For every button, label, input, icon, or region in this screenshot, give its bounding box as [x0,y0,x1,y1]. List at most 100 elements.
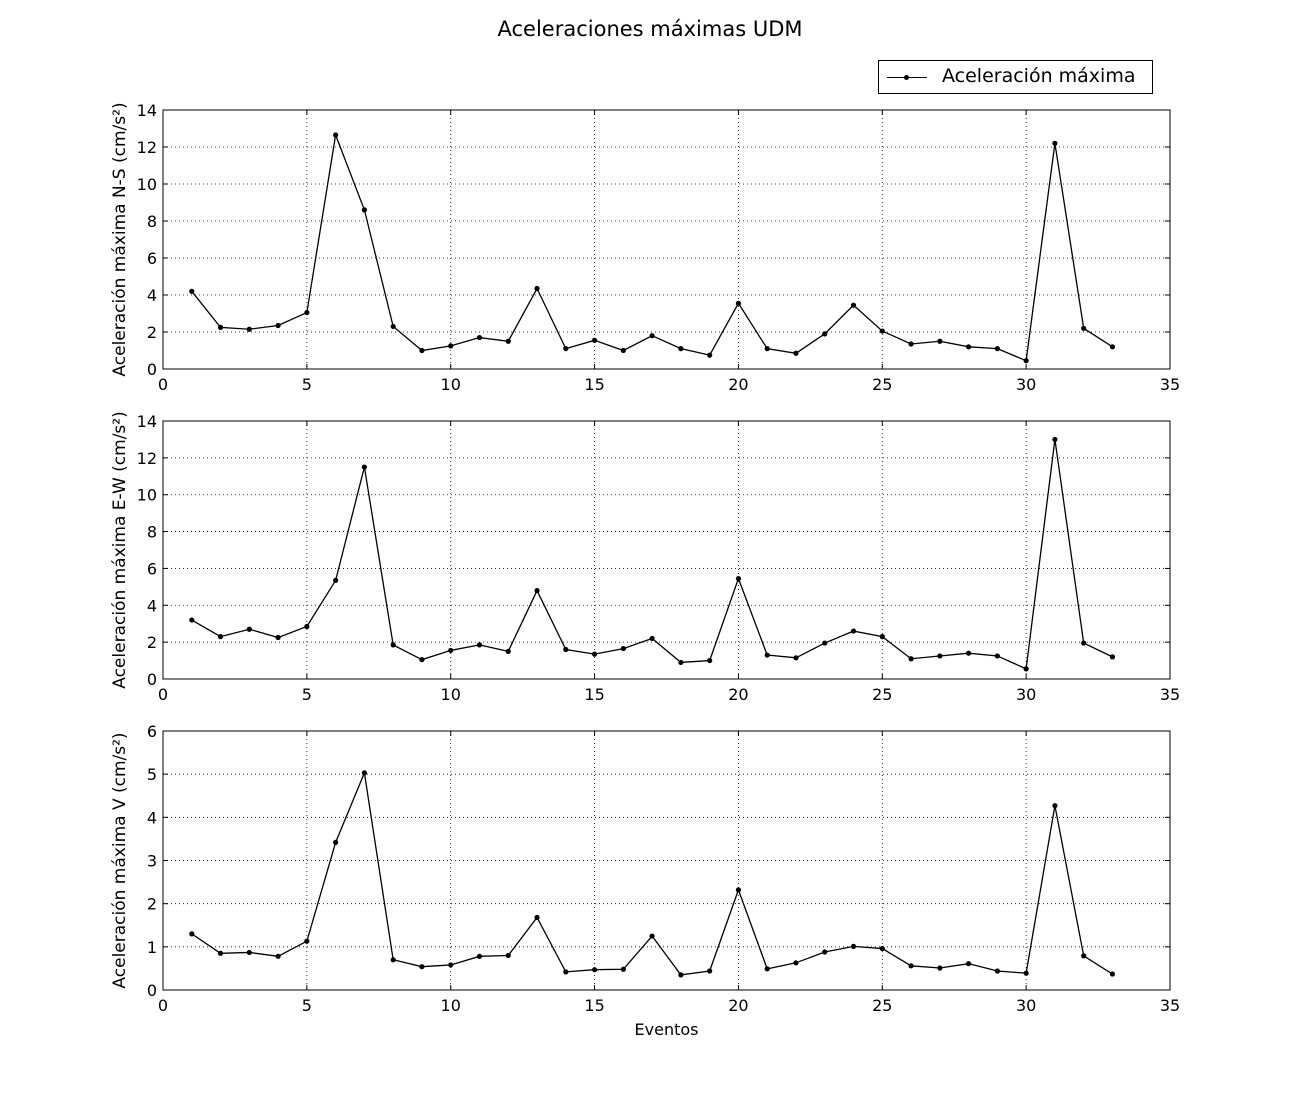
y-tick-label-ns: 12 [137,138,157,157]
data-point-ns [764,346,770,352]
series-line-ns [191,132,1113,362]
data-point-ew [275,634,281,641]
y-tick-label-ns: 8 [147,212,157,231]
x-tick-label-v: 25 [872,996,892,1015]
y-tick-label-ew: 12 [137,449,157,468]
data-point-ew [908,656,914,662]
data-point-v [822,949,828,955]
y-tick-label-ns: 2 [147,323,157,342]
data-point-ew [361,464,367,470]
x-tick-label-v: 5 [302,996,312,1015]
data-point-ns [937,338,943,344]
data-point-ns [908,341,914,347]
x-tick-label-ew: 5 [302,685,312,704]
data-point-v [275,953,281,959]
x-tick-label-ew: 20 [728,685,748,704]
x-axis-label: Eventos [635,1020,699,1039]
legend-marker-sample [904,75,909,80]
plot-frame-ew [162,420,1171,680]
data-point-ns [476,334,483,341]
data-point-v [1023,970,1029,976]
data-point-ew [1081,640,1087,646]
y-tick-label-ew: 4 [147,596,157,615]
y-tick-label-v: 6 [147,722,157,741]
data-point-ns [217,324,224,330]
y-tick-label-ew: 6 [147,559,157,578]
y-axis-label-v: Aceleración máxima V (cm/s²) [110,732,130,988]
x-tick-label-ew: 35 [1160,685,1180,704]
data-point-ns [419,347,425,354]
data-point-v [390,957,396,963]
data-point-v [448,962,454,968]
x-tick-label-ns: 25 [872,375,892,394]
data-point-ns [505,338,511,344]
data-point-ew [591,651,598,657]
data-point-ew [304,623,310,630]
data-point-v [563,969,569,975]
x-tick-label-ew: 30 [1016,685,1036,704]
x-tick-label-ew: 10 [441,685,461,704]
data-point-ew [1052,436,1058,443]
x-tick-label-v: 0 [158,996,168,1015]
series-line-ew [191,439,1113,670]
data-point-ns [678,346,684,352]
data-point-v [879,945,885,952]
data-point-v [937,965,943,971]
data-point-ns [966,344,972,350]
y-axis-label-ns: Aceleración máxima N-S (cm/s²) [110,102,130,376]
y-tick-label-ns: 4 [147,286,157,305]
data-point-ew [678,659,684,666]
data-point-v [246,949,252,956]
chart-title: Aceleraciones máximas UDM [497,17,803,41]
x-tick-label-ns: 0 [158,375,168,394]
x-tick-label-v: 35 [1160,996,1180,1015]
data-point-ns [246,326,252,332]
data-point-ew [419,657,425,663]
data-point-ew [879,634,885,640]
y-tick-label-ew: 10 [137,486,157,505]
data-point-v [361,770,367,776]
data-point-ew [505,648,511,654]
data-point-ew [735,575,742,582]
plot-frame-ns [162,109,1171,370]
data-point-ew [966,650,972,656]
y-tick-label-ew: 8 [147,523,157,542]
data-point-v [764,966,770,972]
data-point-ew [476,642,483,648]
data-point-v [419,964,425,970]
data-point-v [620,966,626,972]
y-tick-label-v: 3 [147,852,157,871]
data-point-v [994,968,1000,974]
data-point-ew [217,634,224,640]
data-point-ew [793,655,799,661]
x-tick-label-v: 20 [728,996,748,1015]
subplot-ew: 0 5 10 15 20 25 30 35 0 2 4 6 8 10 12 14 Aceleración máx… [110,411,1180,704]
data-point-ns [189,288,195,294]
x-tick-label-ns: 20 [728,375,748,394]
data-point-v [793,960,799,966]
data-point-ns [390,323,396,330]
y-tick-label-v: 5 [147,765,157,784]
x-tick-label-ns: 5 [302,375,312,394]
data-point-v [591,967,598,973]
y-tick-label-ns: 14 [137,101,157,120]
x-tick-label-ew: 0 [158,685,168,704]
y-tick-label-ew: 14 [137,412,157,431]
data-point-ns [1081,325,1087,331]
data-point-ns [333,132,339,138]
series-line-v [191,770,1113,976]
x-tick-label-v: 30 [1016,996,1036,1015]
data-point-ew [994,653,1000,659]
data-point-ns [735,300,742,306]
data-point-ew [333,577,339,584]
data-point-v [189,931,195,937]
data-point-ew [1109,654,1116,660]
data-point-ns [448,343,454,349]
data-point-v [1052,803,1058,809]
data-point-ew [246,626,252,632]
data-point-ns [649,333,655,339]
x-tick-label-ns: 15 [584,375,604,394]
y-axis-label-ew: Aceleración máxima E-W (cm/s²) [110,411,130,689]
y-tick-label-v: 4 [147,808,157,827]
